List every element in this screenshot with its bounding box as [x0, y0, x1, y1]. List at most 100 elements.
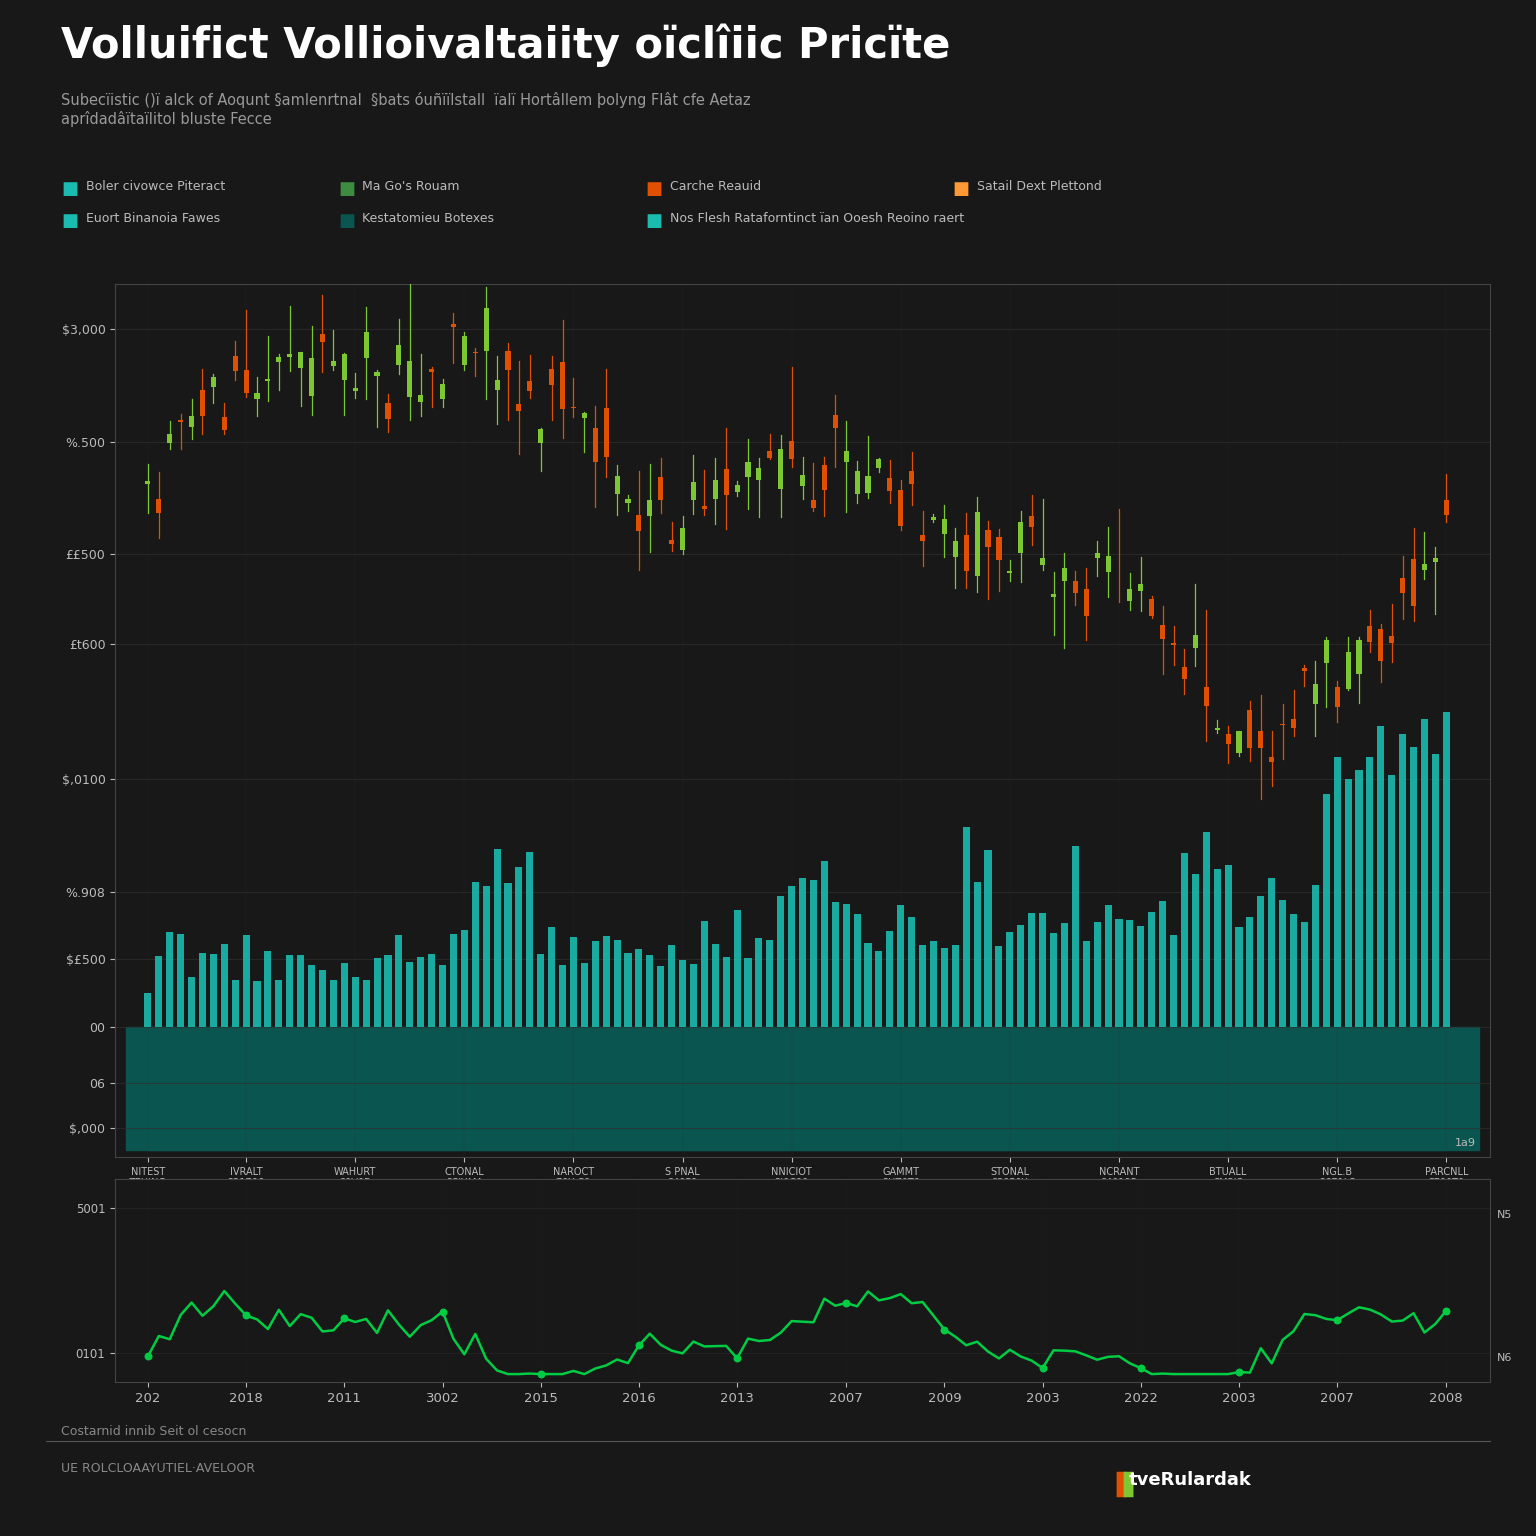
Bar: [636, 949, 642, 1026]
Bar: [670, 541, 674, 544]
Bar: [997, 538, 1001, 561]
Bar: [766, 940, 773, 1026]
Point: [233, 1303, 258, 1327]
Bar: [319, 335, 326, 341]
Bar: [1269, 757, 1275, 762]
Bar: [1355, 770, 1362, 1026]
Bar: [1061, 923, 1068, 1026]
Bar: [1378, 727, 1384, 1026]
Bar: [1051, 934, 1057, 1026]
Bar: [722, 957, 730, 1026]
Bar: [221, 943, 227, 1026]
Bar: [657, 476, 664, 499]
Bar: [439, 384, 445, 399]
Bar: [679, 960, 687, 1026]
Bar: [516, 868, 522, 1026]
Bar: [1236, 731, 1241, 753]
Bar: [986, 530, 991, 547]
Bar: [548, 926, 554, 1026]
Text: tveRulardak: tveRulardak: [1129, 1471, 1252, 1490]
Point: [1031, 1356, 1055, 1381]
Bar: [1346, 651, 1350, 690]
Bar: [614, 476, 619, 493]
Bar: [472, 882, 479, 1026]
Bar: [919, 945, 926, 1026]
Text: N6: N6: [1496, 1353, 1511, 1362]
Bar: [341, 963, 347, 1026]
Bar: [1324, 639, 1329, 662]
Bar: [1149, 599, 1154, 616]
Bar: [527, 852, 533, 1026]
Bar: [1290, 719, 1296, 728]
Bar: [570, 937, 578, 1026]
Bar: [1433, 558, 1438, 562]
Bar: [146, 481, 151, 484]
Bar: [613, 940, 621, 1026]
Bar: [232, 980, 238, 1026]
Bar: [210, 954, 217, 1026]
Point: [1227, 1359, 1252, 1384]
Bar: [1017, 925, 1025, 1026]
Bar: [244, 370, 249, 393]
Bar: [264, 951, 272, 1026]
Bar: [593, 427, 598, 462]
Bar: [187, 977, 195, 1026]
Bar: [854, 472, 860, 495]
Text: ■: ■: [645, 212, 662, 230]
Bar: [538, 430, 544, 442]
Bar: [790, 441, 794, 459]
Bar: [527, 381, 533, 392]
Bar: [1442, 711, 1450, 1026]
Text: 1a9: 1a9: [1455, 1138, 1476, 1149]
Bar: [1399, 734, 1405, 1026]
Bar: [462, 335, 467, 366]
Bar: [429, 369, 435, 372]
Bar: [1213, 869, 1221, 1026]
Bar: [450, 934, 458, 1026]
Bar: [157, 499, 161, 513]
Bar: [647, 955, 653, 1026]
Bar: [909, 472, 914, 484]
Bar: [167, 435, 172, 442]
Bar: [418, 395, 424, 402]
Bar: [582, 413, 587, 418]
Bar: [1432, 754, 1439, 1026]
Bar: [822, 465, 826, 490]
Bar: [809, 880, 817, 1026]
Point: [725, 1346, 750, 1370]
Bar: [166, 932, 174, 1026]
Bar: [1061, 568, 1068, 581]
Bar: [820, 862, 828, 1026]
Bar: [833, 415, 837, 427]
Bar: [232, 356, 238, 372]
Bar: [1333, 757, 1341, 1026]
Bar: [189, 416, 194, 427]
Bar: [713, 481, 717, 499]
Point: [430, 1299, 455, 1324]
Bar: [221, 418, 227, 430]
Bar: [362, 980, 370, 1026]
Bar: [897, 905, 905, 1026]
Bar: [384, 955, 392, 1026]
Bar: [800, 475, 805, 485]
Bar: [920, 536, 925, 542]
Bar: [952, 945, 958, 1026]
Bar: [1181, 667, 1187, 679]
Bar: [963, 826, 969, 1026]
Bar: [1422, 564, 1427, 570]
Bar: [604, 407, 608, 456]
Bar: [1389, 636, 1395, 642]
Bar: [276, 358, 281, 362]
Bar: [309, 358, 315, 396]
Text: Ma Go's Rouam: Ma Go's Rouam: [362, 180, 459, 192]
Bar: [200, 390, 204, 416]
Bar: [702, 505, 707, 508]
Bar: [559, 965, 567, 1026]
Bar: [1367, 757, 1373, 1026]
Bar: [561, 361, 565, 409]
Bar: [1072, 581, 1078, 593]
Bar: [1247, 710, 1252, 748]
Bar: [330, 361, 336, 366]
Bar: [1072, 846, 1078, 1026]
Bar: [352, 977, 359, 1026]
